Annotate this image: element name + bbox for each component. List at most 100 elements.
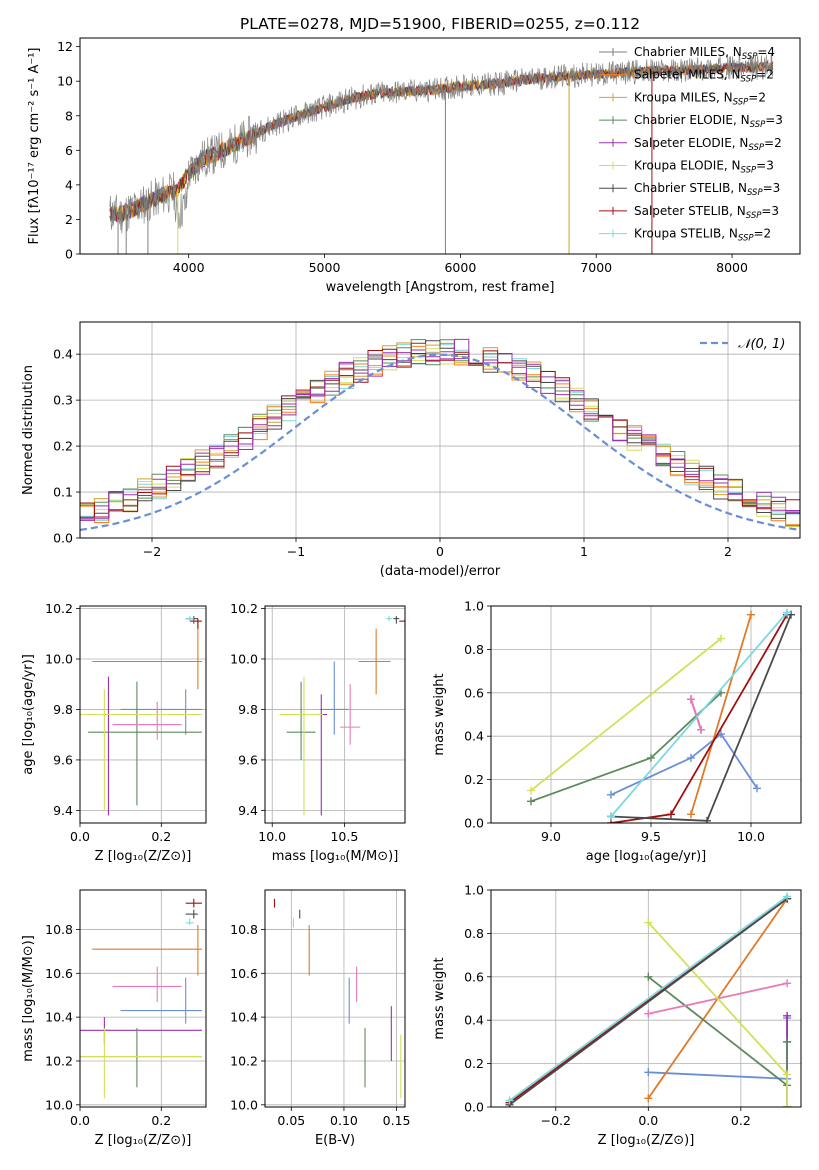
y-axis-label: mass [log₁₀(M/M⊙)] <box>21 935 36 1062</box>
y-tick-label: 10.6 <box>230 966 258 981</box>
mass-weight-marker <box>644 918 653 927</box>
x-tick-label: 1 <box>580 544 588 559</box>
y-tick-label: 12 <box>57 39 73 54</box>
gaussian-curve <box>80 353 800 531</box>
y-tick-label: 0.8 <box>464 926 484 941</box>
y-tick-label: 0.2 <box>464 772 484 787</box>
x-axis-label: Z [log₁₀(Z/Z⊙)] <box>95 1133 192 1148</box>
y-tick-label: 0.6 <box>464 969 484 984</box>
mass-weight-marker <box>747 610 755 619</box>
x-tick-label: 0.2 <box>731 1113 751 1128</box>
mass-weight-line <box>530 637 722 792</box>
mass-weight-marker <box>783 1037 792 1046</box>
x-tick-label: −1 <box>287 544 305 559</box>
y-tick-label: 0.4 <box>53 347 73 362</box>
y-tick-label: 10.0 <box>45 651 73 666</box>
y-tick-label: 10.2 <box>230 601 258 616</box>
y-tick-label: 0.8 <box>464 642 484 657</box>
x-tick-label: −2 <box>143 544 161 559</box>
y-tick-label: 0.0 <box>464 816 484 831</box>
mass-vs-Z-panel: 0.0 0.2 10.0 10.2 10.4 10.6 10.8 Z [log₁₀(Z/Z⊙)… <box>21 889 207 1148</box>
mass-weight-line <box>610 611 788 818</box>
mass-weight-marker <box>527 786 535 795</box>
x-tick-label: 0.2 <box>151 829 171 844</box>
histogram-series <box>80 338 800 521</box>
mass-weight-marker <box>505 1096 514 1105</box>
mass-weight-marker <box>703 816 711 823</box>
y-tick-label: 10.0 <box>230 651 258 666</box>
legend-entry: Kroupa STELIB, NSSP=2 <box>634 227 771 244</box>
x-tick-label: 0.0 <box>638 1113 658 1128</box>
mass-vs-Z-frame <box>79 889 207 1108</box>
x-tick-label: 10.0 <box>737 829 765 844</box>
y-tick-label: 10.6 <box>45 966 73 981</box>
mass-vs-ebv-panel: 0.05 0.10 0.15 10.0 10.2 10.4 10.6 10.8 E(B-V) <box>230 889 411 1148</box>
mass-weight-marker <box>644 1068 653 1077</box>
figure-title: PLATE=0278, MJD=51900, FIBERID=0255, z=0… <box>240 15 640 33</box>
mass-weight-line <box>508 895 788 1102</box>
x-tick-label: 0.2 <box>151 1113 171 1128</box>
mass-weight-marker <box>783 892 792 901</box>
mass-weight-line <box>530 692 722 803</box>
mass-weight-marker <box>687 810 695 819</box>
x-axis-label: wavelength [Angstrom, rest frame] <box>326 280 555 295</box>
mass-weight-line <box>610 732 758 796</box>
mass-weight-marker <box>607 790 615 799</box>
x-tick-label: 9.5 <box>641 829 661 844</box>
age-vs-mass-frame <box>264 605 406 824</box>
y-tick-label: 10.4 <box>230 1010 258 1025</box>
legend-entry: Chabrier ELODIE, NSSP=3 <box>634 113 783 130</box>
residuals-panel: −2 −1 0 1 2 0.0 0.1 0.2 0.3 0.4 (data-model)/error… <box>21 321 801 579</box>
x-axis-label: Z [log₁₀(Z/Z⊙)] <box>95 849 192 864</box>
spectrum-frame <box>79 37 801 255</box>
x-tick-label: 0.15 <box>383 1113 411 1128</box>
x-tick-label: 9.0 <box>541 829 561 844</box>
residuals-plot-area <box>80 338 800 531</box>
y-tick-label: 0.2 <box>53 439 73 454</box>
mass-weight-marker <box>527 797 535 806</box>
y-tick-label: 1.0 <box>464 883 484 898</box>
x-axis-label: mass [log₁₀(M/M⊙)] <box>272 849 399 864</box>
y-tick-label: 9.6 <box>53 752 73 767</box>
massweight-vs-age-frame <box>490 605 802 824</box>
mass-weight-line <box>690 699 702 730</box>
age-vs-mass-plot-area <box>279 616 405 816</box>
y-tick-label: 10 <box>57 74 73 89</box>
mass-weight-marker <box>783 979 792 988</box>
y-tick-label: 0.0 <box>464 1100 484 1115</box>
y-tick-label: 9.4 <box>238 803 258 818</box>
spectrum-plot-area <box>109 53 774 254</box>
y-tick-label: 0.2 <box>464 1056 484 1071</box>
y-tick-label: 0 <box>65 247 73 262</box>
mass-weight-marker <box>783 1103 792 1107</box>
y-tick-label: 10.0 <box>45 1097 73 1112</box>
massweight-vs-age-plot-area <box>527 608 795 823</box>
y-axis-label: age [log₁₀(age/yr)] <box>21 654 36 775</box>
massweight-vs-Z-plot-area <box>505 892 792 1107</box>
x-tick-label: 6000 <box>444 260 476 275</box>
x-axis-label: Z [log₁₀(Z/Z⊙)] <box>598 1133 695 1148</box>
age-vs-Z-plot-area <box>80 616 202 816</box>
mass-vs-ebv-plot-area <box>273 898 402 1099</box>
massweight-vs-Z-panel: −0.2 0.0 0.2 0.0 0.2 0.4 0.6 0.8 1.0 Z [log₁₀(Z/Z… <box>432 883 802 1148</box>
mass-weight-marker <box>644 1094 653 1103</box>
mass-weight-line <box>610 614 792 822</box>
x-tick-label: −0.2 <box>541 1113 571 1128</box>
x-tick-label: 8000 <box>716 260 748 275</box>
x-tick-label: 7000 <box>580 260 612 275</box>
mass-weight-marker <box>647 753 655 762</box>
legend-entry: Salpeter MILES, NSSP=2 <box>634 68 774 85</box>
mass-weight-marker <box>783 1070 792 1079</box>
x-tick-label: 0 <box>436 544 444 559</box>
y-tick-label: 10.2 <box>45 1053 73 1068</box>
x-tick-label: 0.0 <box>70 829 90 844</box>
y-axis-label: Normed distribution <box>21 365 36 495</box>
mass-weight-marker <box>697 725 705 734</box>
y-tick-label: 1.0 <box>464 599 484 614</box>
mass-weight-marker <box>687 753 695 762</box>
mass-weight-line <box>508 897 788 1106</box>
x-tick-label: 0.0 <box>70 1113 90 1128</box>
mass-weight-marker <box>717 634 725 643</box>
mass-weight-marker <box>667 810 675 819</box>
histogram-series <box>80 340 800 519</box>
